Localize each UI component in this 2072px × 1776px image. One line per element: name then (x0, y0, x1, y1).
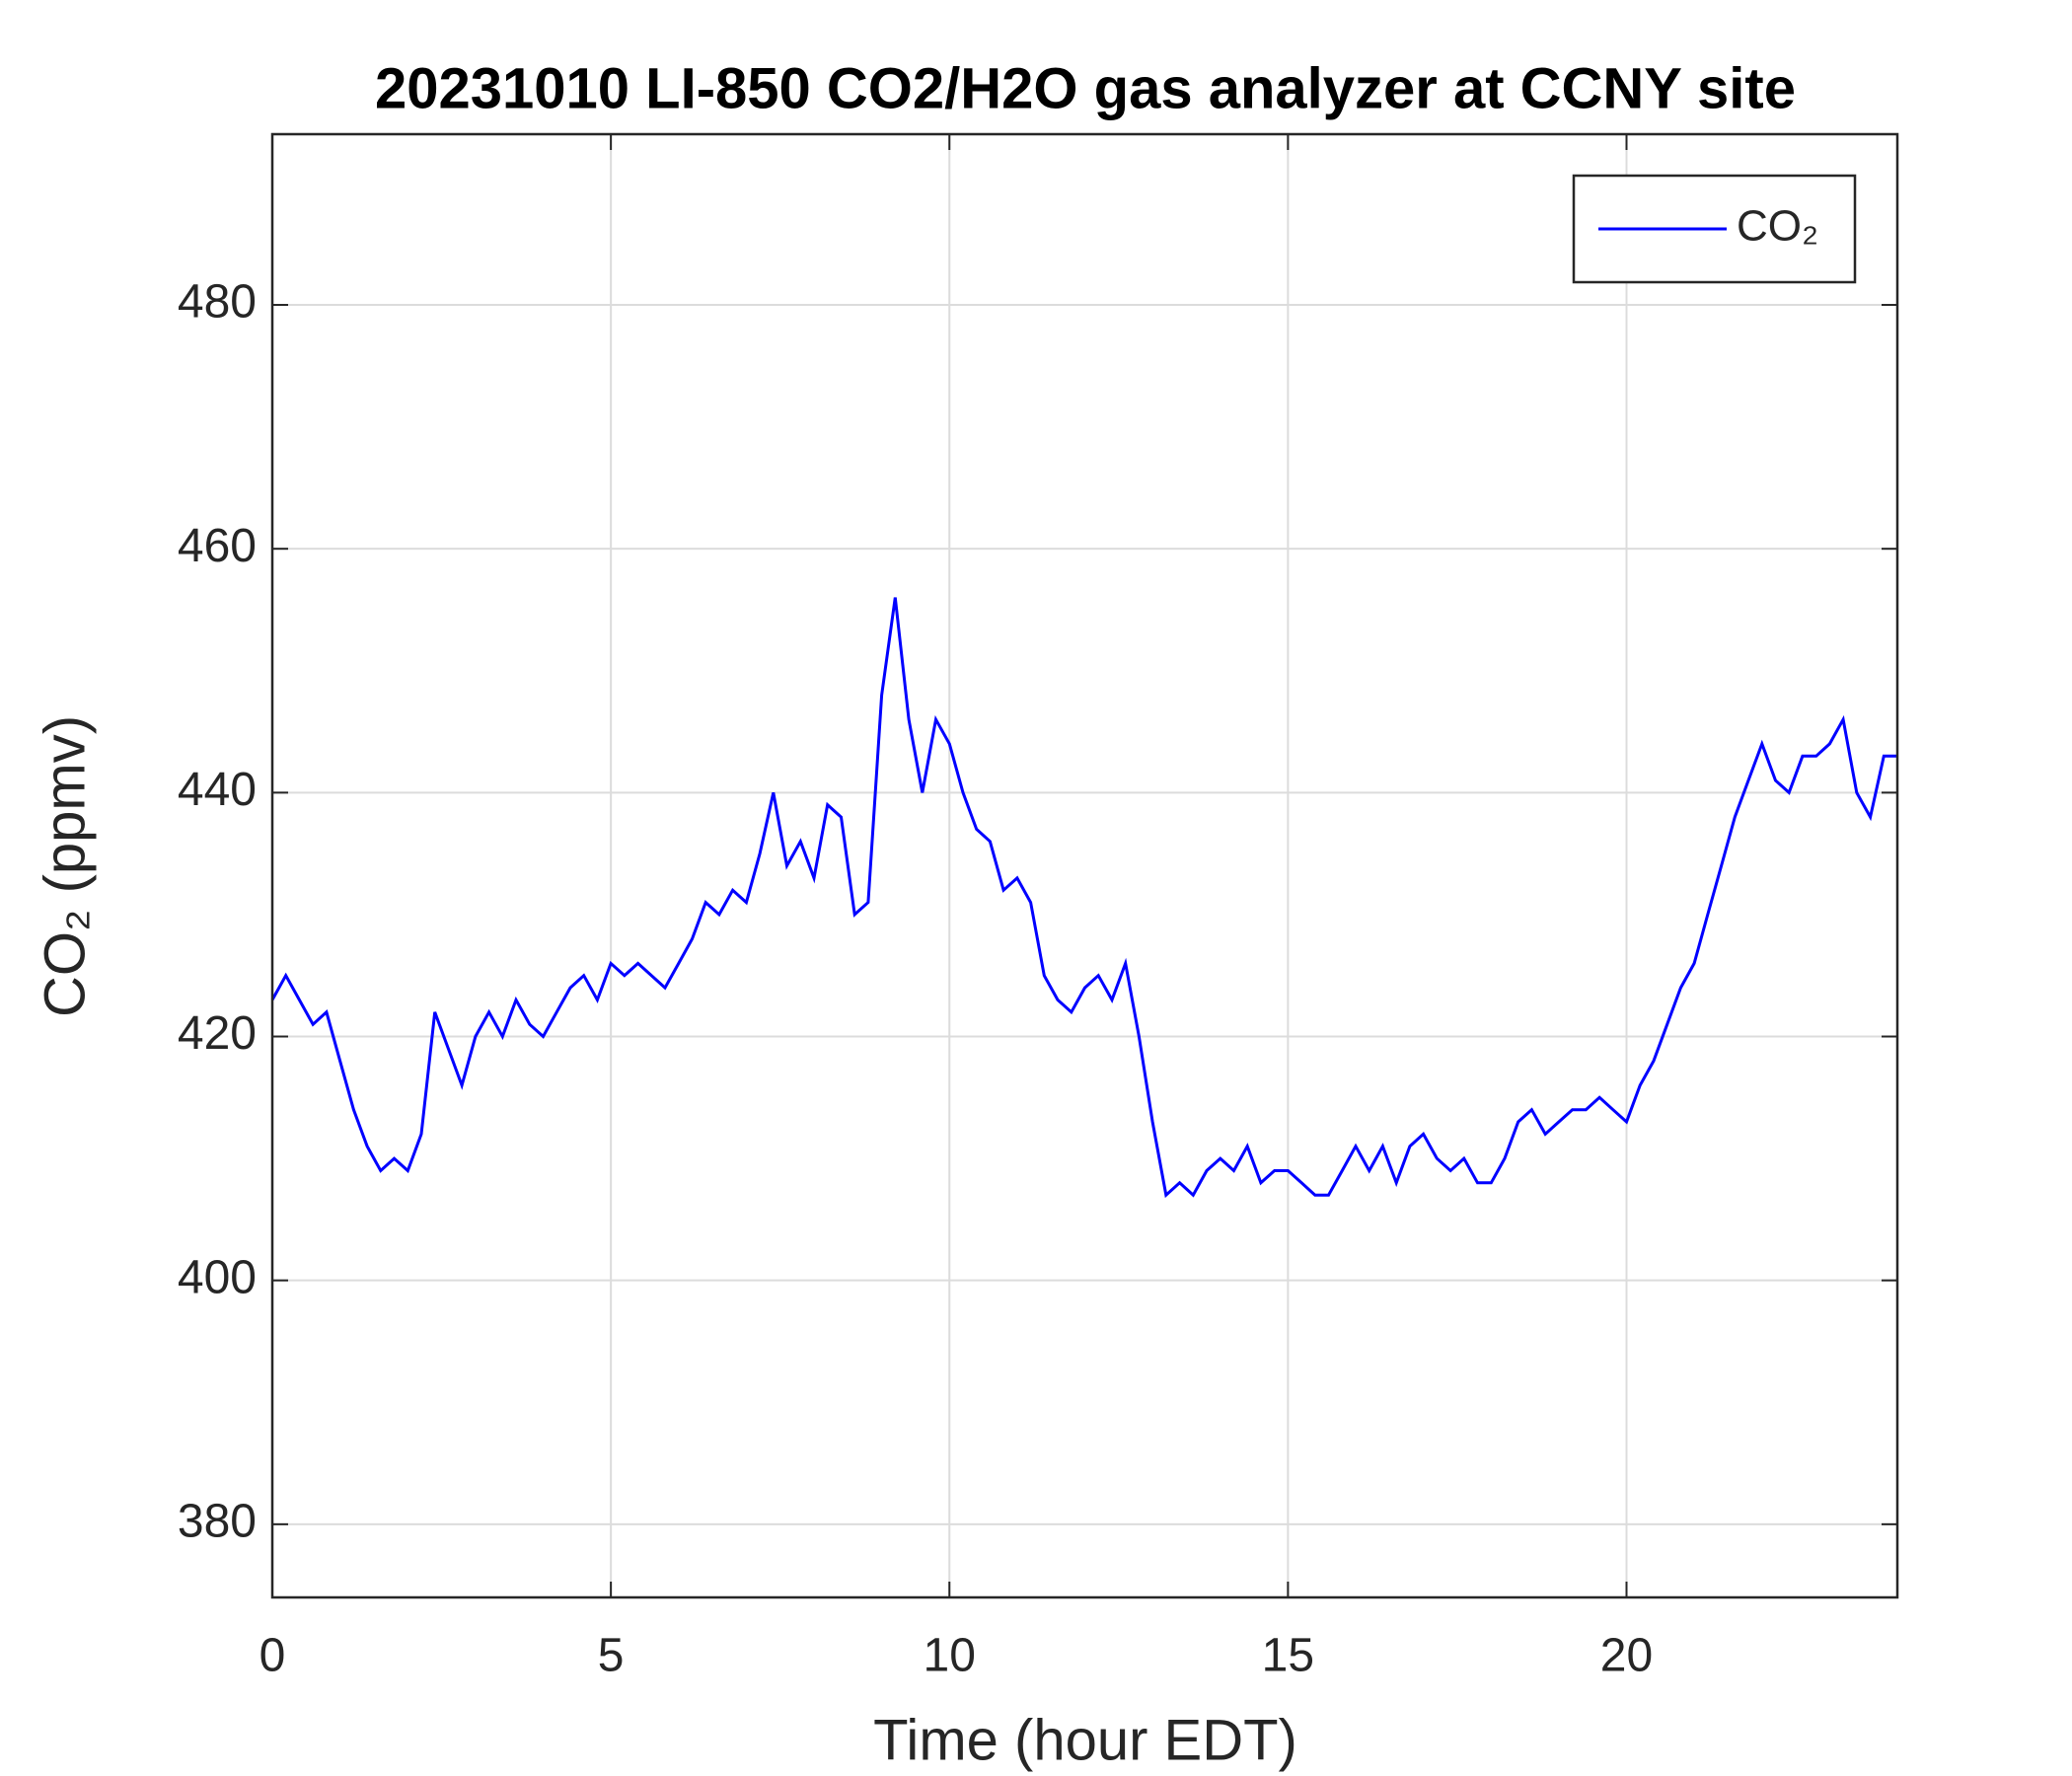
x-tick-label: 20 (1600, 1630, 1653, 1682)
y-tick-label: 460 (178, 520, 257, 572)
y-tick-label: 420 (178, 1007, 257, 1060)
x-tick-label: 0 (259, 1630, 286, 1682)
y-tick-label: 380 (178, 1496, 257, 1548)
y-tick-label: 440 (178, 764, 257, 816)
y-axis-label: CO₂ (ppmv) (33, 715, 97, 1017)
data-line (270, 597, 1897, 1199)
x-tick-label: 10 (924, 1630, 976, 1682)
chart-title: 20231010 LI-850 CO2/H2O gas analyzer at … (375, 56, 1796, 120)
y-tick-label: 400 (178, 1251, 257, 1303)
legend-label: CO₂ (1737, 202, 1818, 251)
x-tick-label: 15 (1262, 1630, 1314, 1682)
x-tick-label: 5 (598, 1630, 625, 1682)
axes-box (270, 132, 1899, 1599)
x-axis-label: Time (hour EDT) (873, 1708, 1297, 1772)
y-tick-label: 480 (178, 276, 257, 329)
